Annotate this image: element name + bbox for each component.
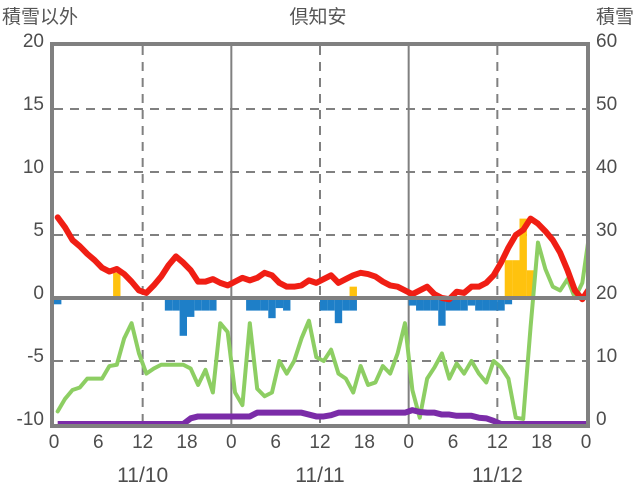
day-label-0: 11/10 (117, 464, 169, 487)
x-tick-12: 0 (580, 432, 592, 453)
snowfall-bar (342, 298, 350, 311)
left-axis-tick-neg10: -10 (16, 409, 44, 430)
snowfall-bar (423, 298, 431, 311)
temperature-line (54, 214, 586, 303)
precipitation-bar (512, 260, 520, 298)
precipitation-bar (519, 218, 527, 298)
snowfall-bar (453, 298, 461, 311)
precipitation-bar (349, 286, 357, 298)
plot-area (50, 42, 590, 428)
left-axis-title: 積雪以外 (2, 7, 79, 28)
x-tick-4: 0 (226, 432, 237, 453)
precipitation-bar (526, 270, 535, 298)
snowfall-bar (460, 298, 468, 311)
x-tick-11: 18 (531, 432, 553, 453)
snowfall-bar (283, 298, 291, 311)
snowfall-bar (201, 298, 210, 311)
chart-canvas (54, 46, 586, 424)
wind-speed-line (55, 240, 586, 421)
snowfall-bar (194, 298, 202, 311)
page-title: 倶知安 (289, 7, 347, 28)
snowfall-bar (475, 298, 483, 311)
snowfall-bar (497, 298, 505, 311)
right-axis-tick-30: 30 (596, 220, 618, 241)
snowfall-bar (430, 298, 439, 311)
x-tick-2: 12 (132, 432, 154, 453)
day-label-1: 11/11 (295, 464, 345, 487)
precipitation-bar (113, 272, 121, 298)
right-axis-tick-20: 20 (596, 283, 618, 304)
snowfall-bar (408, 298, 417, 306)
x-tick-0: 0 (48, 432, 60, 453)
snowfall-bar (54, 298, 62, 305)
left-axis-tick-20: 20 (22, 31, 44, 52)
snowfall-bar (275, 298, 284, 309)
snowfall-bar (260, 298, 269, 311)
snowfall-bar (209, 298, 217, 311)
left-axis-tick-10: 10 (22, 157, 44, 178)
left-axis-tick-15: 15 (22, 94, 44, 115)
x-tick-9: 6 (447, 432, 459, 453)
right-axis-tick-60: 60 (596, 31, 618, 52)
x-tick-7: 18 (353, 432, 375, 453)
right-axis-tick-10: 10 (596, 346, 618, 367)
x-tick-1: 6 (93, 432, 104, 453)
x-tick-5: 6 (270, 432, 281, 453)
right-axis-tick-0: 0 (596, 409, 607, 430)
snowfall-bar (438, 298, 446, 326)
snowfall-bar (489, 298, 498, 311)
snowfall-bar (253, 298, 261, 311)
snowfall-bar (164, 298, 173, 311)
snowfall-bar (504, 298, 513, 305)
snowfall-bar (246, 298, 254, 311)
snow-depth-line (57, 407, 586, 424)
x-tick-6: 12 (309, 432, 331, 453)
day-label-2: 11/12 (471, 464, 523, 487)
right-axis-tick-50: 50 (596, 94, 618, 115)
precipitation-bar (504, 260, 513, 298)
right-axis-title: 積雪 (595, 7, 634, 28)
snowfall-bar (445, 298, 453, 311)
x-tick-10: 12 (486, 432, 508, 453)
snowfall-bar (320, 298, 328, 311)
x-tick-8: 0 (403, 432, 414, 453)
snowfall-bar (467, 298, 476, 306)
right-axis-tick-40: 40 (596, 157, 618, 178)
snowfall-bar (334, 298, 343, 324)
left-axis-tick-0: 0 (33, 283, 44, 304)
snowfall-bar (482, 298, 490, 311)
plot-inner (54, 46, 586, 424)
x-tick-3: 18 (176, 432, 198, 453)
snowfall-bar (172, 298, 180, 311)
left-axis-tick-neg5: -5 (27, 346, 44, 367)
snowfall-bar (179, 298, 187, 336)
left-axis-tick-5: 5 (33, 220, 44, 241)
snowfall-bar (268, 298, 276, 319)
snowfall-bar (416, 298, 424, 311)
snowfall-bar (187, 298, 195, 317)
snowfall-bar (349, 298, 357, 311)
snowfall-bar (327, 298, 335, 311)
